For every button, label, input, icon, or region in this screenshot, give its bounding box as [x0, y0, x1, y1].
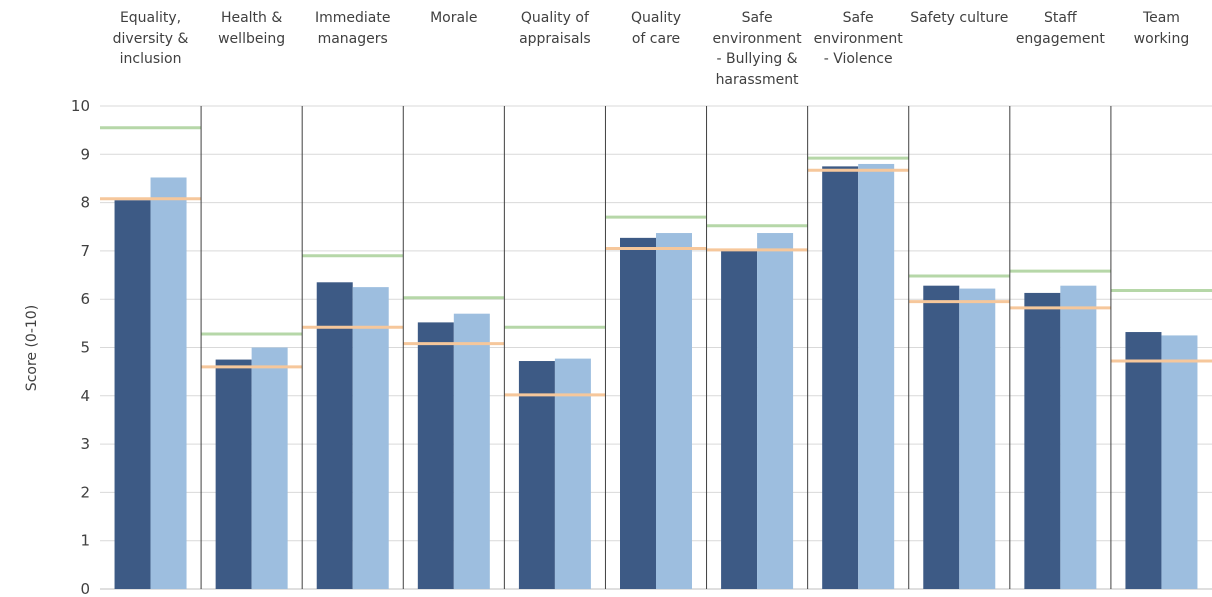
- y-tick-label: 4: [80, 387, 90, 405]
- y-tick-label: 9: [80, 145, 90, 163]
- y-tick-label: 2: [80, 483, 90, 501]
- y-tick-label: 1: [80, 532, 90, 550]
- category-label: Safe environment - Violence: [813, 10, 903, 67]
- bar-series-1: [1024, 292, 1061, 589]
- bar-series-1: [114, 200, 151, 589]
- bar-series-2: [150, 177, 187, 589]
- y-tick-label: 0: [80, 580, 90, 597]
- y-tick-label: 5: [80, 339, 90, 357]
- bars: [114, 163, 1198, 590]
- bar-series-1: [822, 166, 859, 589]
- bar-series-1: [923, 285, 960, 589]
- category-label: Quality of appraisals: [519, 10, 591, 47]
- y-tick-label: 6: [80, 290, 90, 308]
- category-label: Health & wellbeing: [218, 10, 286, 47]
- bar-series-2: [251, 347, 288, 589]
- category-label: Equality, diversity & inclusion: [112, 10, 189, 67]
- bar-series-2: [554, 358, 591, 589]
- bar-series-1: [721, 249, 758, 589]
- bar-series-2: [858, 163, 895, 589]
- category-label: Morale: [430, 10, 478, 26]
- category-label: Team working: [1133, 10, 1190, 47]
- bar-series-1: [620, 237, 656, 589]
- dividers: [200, 106, 1112, 589]
- bar-series-2: [352, 287, 389, 589]
- category-label: Quality of care: [630, 10, 681, 47]
- bar-series-2: [656, 233, 692, 590]
- bar-series-1: [417, 322, 454, 589]
- y-axis: 0 1 2 3 4 5 6 7 8 9 10: [71, 97, 90, 597]
- category-label: Safe environment - Bullying & harassment: [712, 10, 802, 88]
- category-label: Staff engagement: [1015, 10, 1105, 47]
- y-tick-label: 7: [80, 242, 90, 260]
- y-tick-label: 8: [80, 194, 90, 212]
- y-tick-label: 3: [80, 435, 90, 453]
- y-tick-label: 10: [71, 97, 90, 115]
- bar-series-2: [453, 313, 490, 589]
- markers: [100, 126, 1212, 397]
- bar-series-2: [1060, 285, 1097, 589]
- category-label: Immediate managers: [314, 10, 391, 47]
- bar-series-1: [1125, 332, 1162, 589]
- bar-series-2: [757, 233, 794, 590]
- bar-series-2: [959, 288, 996, 589]
- bar-series-1: [518, 361, 555, 589]
- y-axis-title: Score (0-10): [24, 304, 40, 392]
- bar-series-1: [215, 359, 252, 589]
- bar-series-1: [316, 282, 353, 589]
- category-label: Safety culture: [910, 10, 1009, 26]
- bar-series-2: [1161, 335, 1198, 589]
